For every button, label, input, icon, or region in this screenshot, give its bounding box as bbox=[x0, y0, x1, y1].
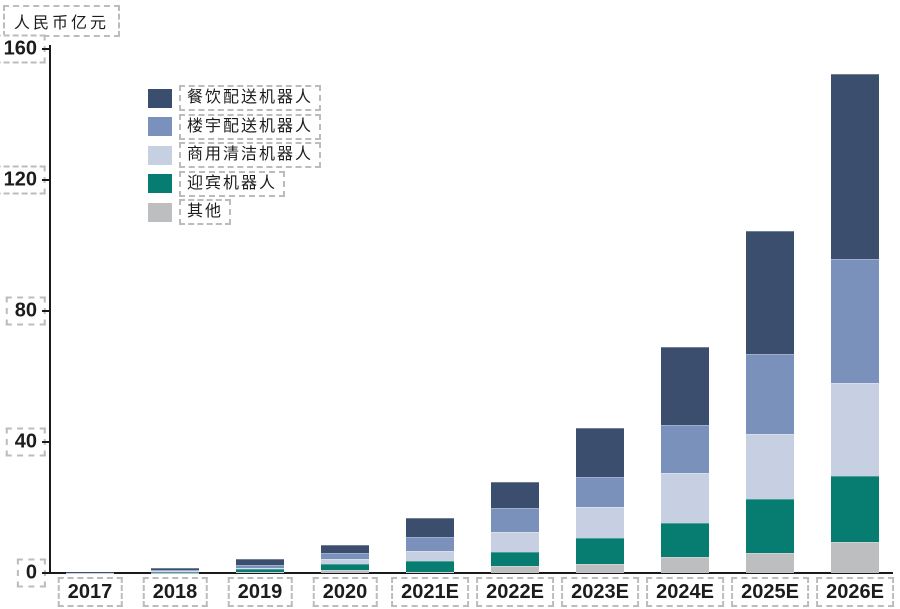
x-axis-label-2023E: 2023E bbox=[561, 577, 639, 607]
bar-segment-2025E-商用清洁机器人 bbox=[746, 434, 794, 499]
legend-swatch-icon bbox=[148, 174, 172, 193]
bar-segment-2022E-楼宇配送机器人 bbox=[491, 508, 539, 533]
legend-label: 商用清洁机器人 bbox=[179, 142, 322, 168]
bar-segment-2020-其他 bbox=[321, 570, 369, 573]
legend-swatch-icon bbox=[148, 202, 172, 222]
legend-item: 楼宇配送机器人 bbox=[148, 113, 322, 140]
x-axis-label-2022E: 2022E bbox=[476, 577, 554, 607]
y-tick-mark bbox=[42, 572, 49, 574]
y-tick-mark bbox=[42, 310, 49, 312]
legend-swatch-icon bbox=[148, 145, 172, 165]
bar-segment-2021E-其他 bbox=[406, 572, 454, 573]
y-axis-unit-label: 人民币亿元 bbox=[3, 5, 121, 37]
bar-segment-2019-楼宇配送机器人 bbox=[236, 565, 284, 569]
y-tick-mark bbox=[42, 441, 49, 443]
bar-segment-2022E-商用清洁机器人 bbox=[491, 532, 539, 553]
legend-label: 餐饮配送机器人 bbox=[179, 85, 322, 111]
legend-item: 其他 bbox=[148, 199, 232, 225]
bar-segment-2019-迎宾机器人 bbox=[236, 569, 284, 572]
x-axis-label-2018: 2018 bbox=[142, 577, 208, 607]
bar-segment-2018-楼宇配送机器人 bbox=[151, 570, 199, 572]
legend-label: 楼宇配送机器人 bbox=[179, 113, 322, 140]
bar-segment-2023E-楼宇配送机器人 bbox=[576, 477, 624, 508]
x-axis-label-2020: 2020 bbox=[312, 577, 378, 607]
x-axis-label-2026E: 2026E bbox=[816, 577, 894, 607]
y-tick-label-40: 40 bbox=[5, 427, 46, 457]
legend-swatch-icon bbox=[148, 117, 172, 136]
bar-segment-2026E-迎宾机器人 bbox=[831, 475, 879, 542]
legend-label: 迎宾机器人 bbox=[179, 170, 286, 197]
bar-segment-2022E-餐饮配送机器人 bbox=[491, 482, 539, 509]
x-axis-line bbox=[49, 572, 893, 574]
bar-segment-2023E-其他 bbox=[576, 564, 624, 573]
x-axis-label-2021E: 2021E bbox=[391, 577, 469, 607]
legend-label: 其他 bbox=[179, 199, 232, 225]
bar-segment-2023E-商用清洁机器人 bbox=[576, 507, 624, 539]
bar-segment-2021E-迎宾机器人 bbox=[406, 560, 454, 572]
y-axis-line bbox=[49, 45, 51, 574]
bar-segment-2020-餐饮配送机器人 bbox=[321, 544, 369, 554]
y-tick-label-0: 0 bbox=[16, 558, 46, 588]
x-axis-label-2019: 2019 bbox=[227, 577, 293, 607]
bar-segment-2025E-其他 bbox=[746, 553, 794, 573]
legend-swatch-icon bbox=[148, 88, 172, 108]
bar-segment-2018-商用清洁机器人 bbox=[151, 571, 199, 572]
bar-segment-2023E-迎宾机器人 bbox=[576, 538, 624, 565]
bar-segment-2022E-其他 bbox=[491, 566, 539, 573]
bar-segment-2021E-楼宇配送机器人 bbox=[406, 536, 454, 551]
y-tick-label-80: 80 bbox=[5, 296, 46, 326]
bar-segment-2020-迎宾机器人 bbox=[321, 564, 369, 571]
bar-segment-2025E-餐饮配送机器人 bbox=[746, 231, 794, 355]
bar-segment-2020-商用清洁机器人 bbox=[321, 559, 369, 565]
bar-segment-2018-迎宾机器人 bbox=[151, 572, 199, 573]
bar-segment-2024E-商用清洁机器人 bbox=[661, 472, 709, 523]
bar-segment-2019-商用清洁机器人 bbox=[236, 568, 284, 570]
bar-segment-2023E-餐饮配送机器人 bbox=[576, 427, 624, 478]
bar-segment-2019-其他 bbox=[236, 572, 284, 573]
bar-segment-2024E-迎宾机器人 bbox=[661, 522, 709, 557]
bar-segment-2020-楼宇配送机器人 bbox=[321, 553, 369, 560]
y-tick-mark bbox=[42, 179, 49, 181]
bar-segment-2018-餐饮配送机器人 bbox=[151, 568, 199, 571]
bar-segment-2024E-餐饮配送机器人 bbox=[661, 346, 709, 425]
x-axis-label-2025E: 2025E bbox=[731, 577, 809, 607]
bar-segment-2025E-楼宇配送机器人 bbox=[746, 354, 794, 435]
x-axis-label-2017: 2017 bbox=[57, 577, 123, 607]
bar-segment-2017-餐饮配送机器人 bbox=[66, 571, 114, 573]
y-tick-label-160: 160 bbox=[0, 34, 46, 64]
bar-segment-2026E-餐饮配送机器人 bbox=[831, 73, 879, 259]
bar-segment-2021E-餐饮配送机器人 bbox=[406, 517, 454, 537]
bar-segment-2026E-其他 bbox=[831, 541, 879, 573]
legend-item: 迎宾机器人 bbox=[148, 170, 286, 197]
bar-segment-2019-餐饮配送机器人 bbox=[236, 558, 284, 566]
bar-segment-2021E-商用清洁机器人 bbox=[406, 550, 454, 561]
bar-segment-2026E-楼宇配送机器人 bbox=[831, 258, 879, 383]
legend-item: 餐饮配送机器人 bbox=[148, 85, 322, 111]
x-axis-label-2024E: 2024E bbox=[646, 577, 724, 607]
bar-segment-2024E-其他 bbox=[661, 556, 709, 573]
bar-segment-2026E-商用清洁机器人 bbox=[831, 382, 879, 476]
y-tick-label-120: 120 bbox=[0, 165, 46, 195]
legend-item: 商用清洁机器人 bbox=[148, 142, 322, 168]
bar-segment-2025E-迎宾机器人 bbox=[746, 498, 794, 554]
y-tick-mark bbox=[42, 48, 49, 50]
bar-segment-2022E-迎宾机器人 bbox=[491, 552, 539, 567]
bar-segment-2024E-楼宇配送机器人 bbox=[661, 424, 709, 473]
